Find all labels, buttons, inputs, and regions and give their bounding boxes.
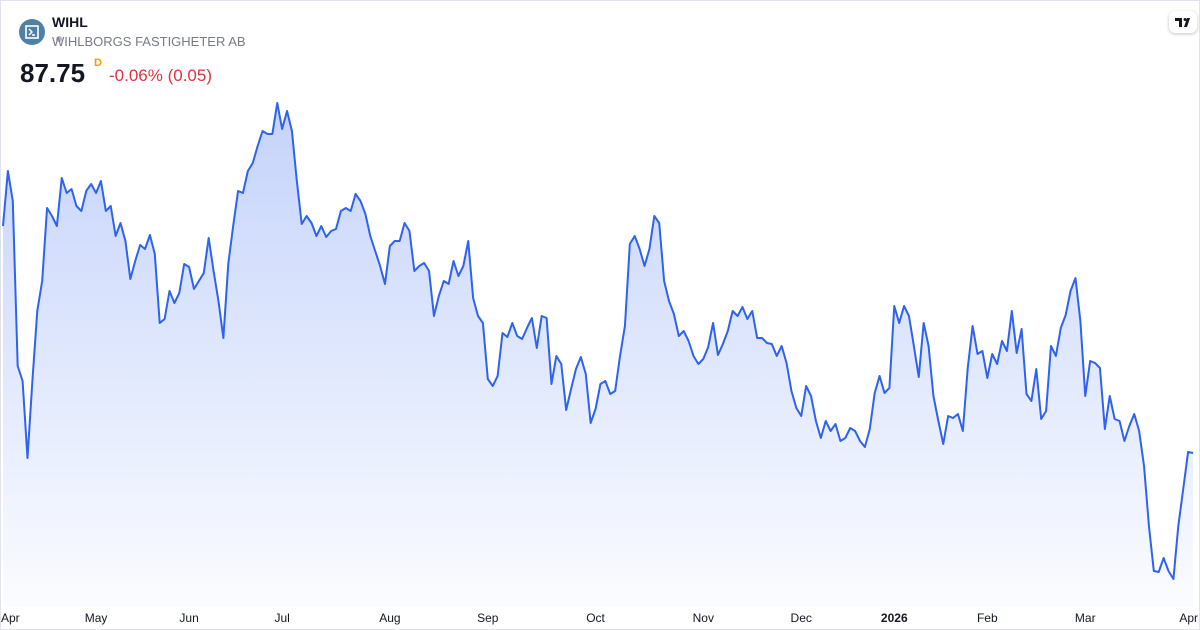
status-dot <box>56 36 62 43</box>
x-tick-label: Jun <box>179 611 198 625</box>
company-name: WIHLBORGS FASTIGHETER AB <box>52 34 246 49</box>
price-change: -0.06% (0.05) <box>109 66 212 85</box>
x-tick-label: Oct <box>586 611 605 625</box>
last-price: 87.75 <box>20 58 86 88</box>
x-tick-label: Aug <box>379 611 400 625</box>
tv-glyph <box>1175 18 1190 27</box>
x-tick-label: Apr <box>1 611 20 625</box>
x-tick-label: Jul <box>274 611 289 625</box>
price-area <box>3 103 1193 607</box>
x-tick-label: May <box>85 611 108 625</box>
logo-glyph <box>25 25 39 39</box>
x-tick-label: Mar <box>1075 611 1096 625</box>
price-line <box>2 102 1194 580</box>
x-tick-label: Feb <box>977 611 998 625</box>
x-tick-label: 2026 <box>881 611 908 625</box>
ticker-text: WIHL <box>52 14 88 30</box>
tradingview-logo[interactable] <box>1169 11 1197 33</box>
symbol-logo <box>19 19 45 45</box>
x-tick-label: Apr <box>1179 611 1198 625</box>
x-tick-label: Nov <box>693 611 714 625</box>
ticker[interactable]: WIHL <box>52 14 88 46</box>
x-tick-label: Dec <box>791 611 812 625</box>
interval-flag: D <box>94 57 102 69</box>
x-tick-label: Sep <box>477 611 499 625</box>
